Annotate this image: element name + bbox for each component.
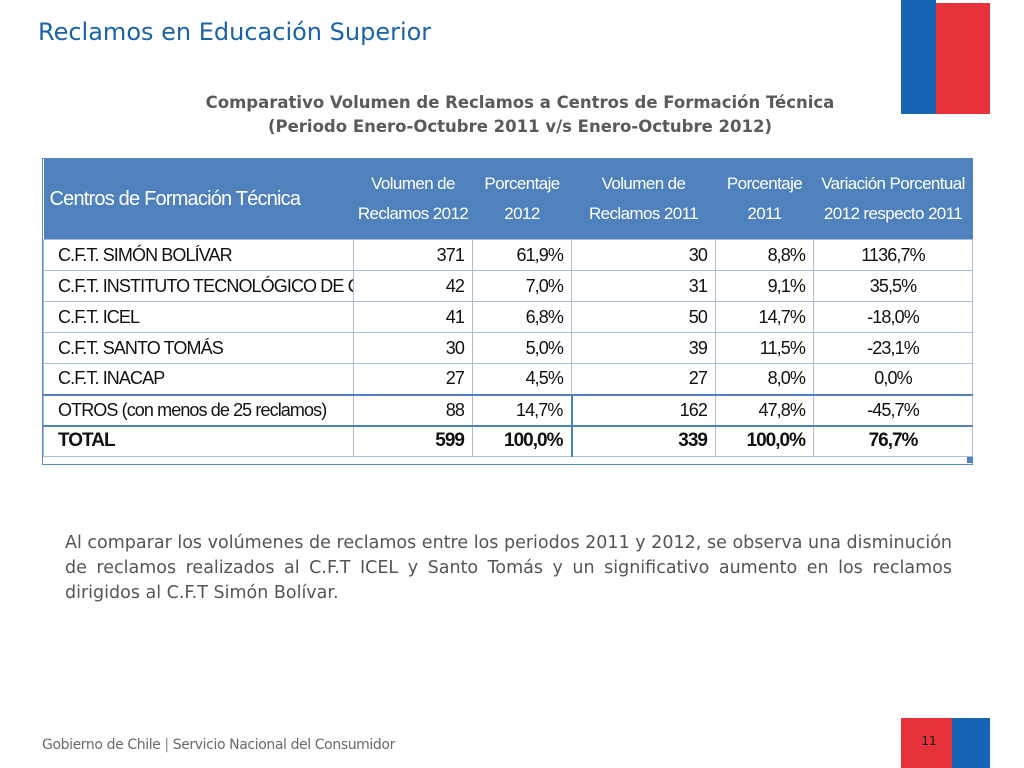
cell-total-vol2012: 599: [353, 424, 473, 457]
table-row: C.F.T. SANTO TOMÁS 30 5,0% 39 11,5% -23,…: [43, 332, 973, 364]
cell-vol2012: 30: [353, 332, 473, 364]
cell-name: C.F.T. SIMÓN BOLÍVAR: [43, 239, 354, 271]
page-number: 11: [921, 734, 937, 748]
cell-pct2011: 47,8%: [715, 393, 814, 426]
table-caption-line1: Comparativo Volumen de Reclamos a Centro…: [205, 93, 835, 112]
cell-pct2012: 7,0%: [472, 270, 572, 302]
cell-total-name: TOTAL: [43, 424, 354, 457]
table-row: C.F.T. INACAP 27 4,5% 27 8,0% 0,0%: [43, 363, 973, 395]
footer-branding: Gobierno de Chile | Servicio Nacional del …: [42, 737, 395, 753]
table-total-row: TOTAL 599 100,0% 339 100,0% 76,7%: [43, 424, 973, 457]
header-pct2012-line2: 2012: [504, 204, 540, 223]
header-vol2011: Volumen de Reclamos 2011: [571, 159, 716, 240]
cell-vol2011: 162: [570, 393, 716, 426]
cell-name: C.F.T. INSTITUTO TECNOLÓGICO DE CHILE: [43, 270, 354, 302]
header-vol2012: Volumen de Reclamos 2012: [353, 159, 473, 240]
cell-vol2011: 50: [571, 301, 716, 333]
cell-variation: -23,1%: [813, 332, 973, 364]
cell-pct2012: 61,9%: [472, 239, 572, 271]
cell-pct2011: 8,8%: [715, 239, 814, 271]
cell-vol2012: 41: [353, 301, 473, 333]
cell-pct2011: 11,5%: [715, 332, 814, 364]
cell-pct2011: 8,0%: [715, 363, 814, 395]
flag-stripe-red-bottom: [901, 718, 952, 768]
cell-total-vol2011: 339: [570, 424, 716, 457]
cell-variation: -18,0%: [813, 301, 973, 333]
header-pct2012: Porcentaje 2012: [472, 159, 572, 240]
cell-vol2011: 31: [571, 270, 716, 302]
header-variation-line2: 2012 respecto 2011: [823, 204, 963, 223]
claims-table-container: Centros de Formación Técnica Volumen de …: [42, 158, 973, 465]
cell-pct2011: 9,1%: [715, 270, 814, 302]
table-row: C.F.T. INSTITUTO TECNOLÓGICO DE CHILE 42…: [43, 270, 973, 302]
cell-vol2012: 42: [353, 270, 473, 302]
flag-stripe-red-top: [936, 0, 990, 114]
header-vol2011-line2: Reclamos 2011: [588, 204, 699, 223]
cell-variation: 1136,7%: [813, 239, 973, 271]
cell-variation: 35,5%: [813, 270, 973, 302]
table-row: C.F.T. ICEL 41 6,8% 50 14,7% -18,0%: [43, 301, 973, 333]
cell-name: C.F.T. SANTO TOMÁS: [43, 332, 354, 364]
cell-vol2012: 27: [353, 363, 473, 395]
cell-variation: 0,0%: [813, 363, 973, 395]
table-caption-line2: (Periodo Enero-Octubre 2011 v/s Enero-Oc…: [267, 117, 773, 136]
header-pct2011-line2: 2011: [747, 204, 782, 223]
cell-pct2012: 4,5%: [472, 363, 572, 395]
table-resize-handle[interactable]: [967, 457, 973, 463]
cell-total-pct2012: 100,0%: [472, 424, 572, 457]
cell-pct2012: 14,7%: [472, 393, 572, 426]
claims-table: Centros de Formación Técnica Volumen de …: [43, 159, 973, 457]
cell-name: C.F.T. ICEL: [43, 301, 354, 333]
cell-total-variation: 76,7%: [813, 424, 973, 457]
header-vol2012-line2: Reclamos 2012: [357, 204, 469, 223]
footer-separator: |: [164, 737, 169, 753]
footer-gov: Gobierno de Chile: [42, 737, 161, 753]
summary-paragraph: Al comparar los volúmenes de reclamos en…: [65, 533, 952, 603]
cell-vol2011: 30: [571, 239, 716, 271]
cell-name: OTROS (con menos de 25 reclamos): [43, 393, 354, 426]
header-pct2012-line1: Porcentaje: [484, 174, 560, 193]
header-vol2011-line1: Volumen de: [601, 174, 686, 193]
cell-pct2012: 5,0%: [472, 332, 572, 364]
cell-vol2012: 88: [353, 393, 473, 426]
flag-stripe-blue-bottom: [952, 718, 990, 768]
flag-white-tab: [936, 0, 990, 3]
header-vol2012-line1: Volumen de: [371, 174, 455, 193]
cell-variation: -45,7%: [813, 393, 973, 426]
header-pct2011-line1: Porcentaje: [726, 174, 803, 193]
table-row: OTROS (con menos de 25 reclamos) 88 14,7…: [43, 393, 973, 426]
header-variation: Variación Porcentual 2012 respecto 2011: [813, 159, 973, 240]
table-header-row: Centros de Formación Técnica Volumen de …: [43, 159, 973, 240]
cell-vol2011: 27: [571, 363, 716, 395]
header-center: Centros de Formación Técnica: [43, 159, 354, 240]
cell-name: C.F.T. INACAP: [43, 363, 354, 395]
table-row: C.F.T. SIMÓN BOLÍVAR 371 61,9% 30 8,8% 1…: [43, 239, 973, 271]
flag-stripe-blue-top: [901, 0, 936, 114]
cell-vol2011: 39: [571, 332, 716, 364]
header-variation-line1: Variación Porcentual: [821, 174, 965, 193]
cell-pct2011: 14,7%: [715, 301, 814, 333]
cell-vol2012: 371: [353, 239, 473, 271]
cell-total-pct2011: 100,0%: [715, 424, 814, 457]
footer-agency: Servicio Nacional del Consumidor: [172, 737, 396, 753]
slide-title: Reclamos en Educación Superior: [38, 18, 432, 46]
table-caption: Comparativo Volumen de Reclamos a Centro…: [130, 91, 910, 139]
header-pct2011: Porcentaje 2011: [715, 159, 814, 240]
cell-pct2012: 6,8%: [472, 301, 572, 333]
